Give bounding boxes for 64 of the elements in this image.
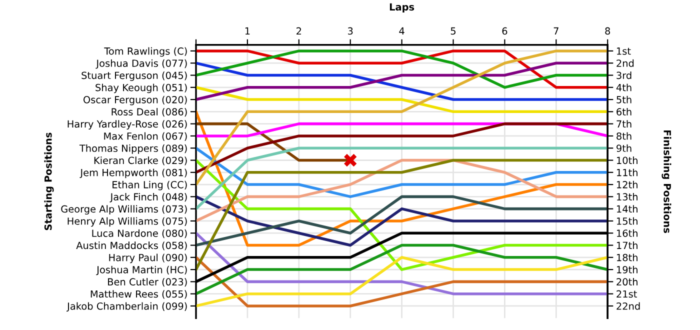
text: Starting Positions bbox=[44, 132, 54, 230]
y2-tick-label: 8th bbox=[616, 132, 632, 140]
category-label: Oscar Ferguson (020) bbox=[83, 96, 187, 106]
y2-tick-label: 17th bbox=[617, 242, 638, 249]
y2-tick-label: 2nd bbox=[616, 59, 634, 67]
category-label: Harry Yardley-Rose (026) bbox=[68, 120, 187, 130]
category-label: George Alp Williams (073) bbox=[61, 205, 187, 215]
x-tick-label: 8 bbox=[605, 27, 610, 35]
category-label: Ross Deal (086) bbox=[112, 108, 187, 117]
y2-tick-label: 9th bbox=[616, 144, 632, 152]
x-tick-label: 4 bbox=[399, 27, 404, 35]
category-label: Ethan Ling (CC) bbox=[112, 180, 187, 190]
x-tick-label: 7 bbox=[554, 27, 558, 35]
y2-tick-label: 5th bbox=[616, 96, 632, 104]
category-label: Joshua Davis (077) bbox=[96, 59, 187, 69]
line-series bbox=[196, 62, 608, 101]
y2-tick-label: 1st bbox=[617, 48, 631, 55]
x-tick-label: 1 bbox=[245, 27, 250, 35]
category-label: Kieran Clarke (029) bbox=[94, 156, 187, 166]
category-label: Max Fenlon (067) bbox=[104, 132, 187, 141]
category-label: Jakob Chamberlain (099) bbox=[66, 302, 187, 312]
y2-tick-label: 18th bbox=[617, 254, 638, 262]
category-label: Jem Hempworth (081) bbox=[80, 168, 187, 178]
x-tick-label: 2 bbox=[296, 27, 302, 35]
y2-tick-label: 13th bbox=[617, 192, 638, 201]
category-label: Shay Keough (051) bbox=[96, 84, 187, 94]
y2-tick-label: 14th bbox=[617, 205, 638, 213]
y2-tick-label: 6th bbox=[616, 108, 632, 116]
x-tick-label: 6 bbox=[502, 27, 508, 35]
category-label: Henry Alp Williams (075) bbox=[68, 217, 187, 227]
y2-tick-label: 12th bbox=[617, 180, 638, 188]
x-tick-label: 5 bbox=[450, 27, 456, 35]
category-label: Thomas Nippers (089) bbox=[79, 144, 187, 154]
line-series bbox=[196, 244, 608, 296]
category-label: Tom Rawlings (C) bbox=[104, 47, 187, 57]
y2-axis-title: Finishing Positions bbox=[662, 130, 672, 233]
line-series bbox=[196, 195, 608, 247]
category-label: Jack Finch (048) bbox=[110, 192, 187, 202]
line-series bbox=[196, 146, 608, 198]
line-series bbox=[196, 158, 608, 271]
line-series bbox=[196, 122, 608, 174]
line-series bbox=[196, 256, 608, 308]
y2-tick-label: 4th bbox=[616, 84, 632, 92]
line-series bbox=[196, 50, 608, 186]
y2-tick-label: 16th bbox=[617, 229, 638, 237]
category-label: Stuart Ferguson (045) bbox=[82, 72, 187, 81]
y2-tick-label: 10th bbox=[617, 156, 638, 164]
y2-tick-label: 7th bbox=[616, 120, 632, 128]
y2-tick-label: 20th bbox=[616, 278, 638, 286]
category-label: Luca Nardone (080) bbox=[92, 229, 187, 238]
category-label: Joshua Martin (HC) bbox=[96, 266, 187, 276]
y2-tick-label: 15th bbox=[617, 217, 638, 225]
y2-tick-label: 11th bbox=[617, 168, 638, 176]
y2-tick-label: 19th bbox=[617, 266, 638, 274]
y2-tick-label: 22nd bbox=[616, 302, 640, 310]
x-axis-title: Laps bbox=[390, 3, 414, 12]
category-label: Matthew Rees (055) bbox=[90, 290, 187, 299]
y2-tick-label: 21st bbox=[616, 290, 637, 298]
x-tick-label: 3 bbox=[348, 27, 353, 35]
category-label: Austin Maddocks (058) bbox=[76, 242, 187, 250]
category-label: Ben Cutler (023) bbox=[108, 278, 187, 287]
line-series bbox=[196, 158, 608, 222]
category-label: Harry Paul (090) bbox=[109, 254, 187, 264]
y2-tick-label: 3rd bbox=[616, 72, 632, 80]
